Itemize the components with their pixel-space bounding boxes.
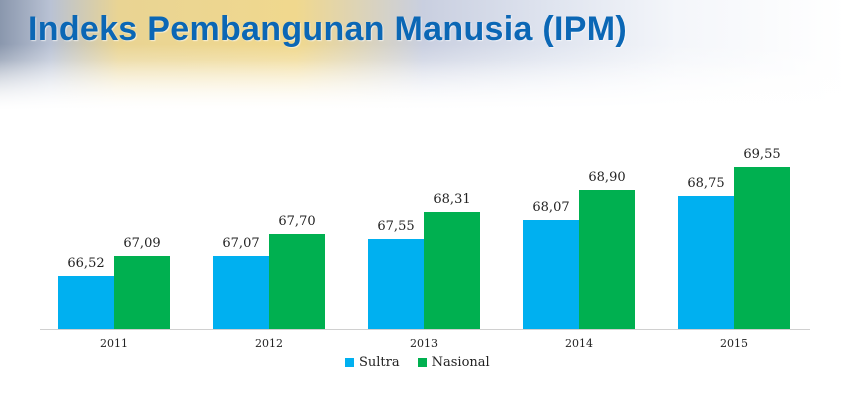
bar-nasional-2013	[424, 212, 480, 329]
legend-item-sultra: Sultra	[345, 355, 400, 370]
x-axis-line	[40, 329, 810, 330]
bar-sultra-2015	[678, 196, 734, 329]
bar-nasional-2011	[114, 256, 170, 329]
chart-legend: Sultra Nasional	[345, 355, 508, 370]
data-label: 69,55	[743, 147, 781, 162]
data-label: 68,75	[687, 176, 725, 191]
x-tick-label: 2015	[720, 337, 748, 350]
x-tick-label: 2012	[255, 337, 283, 350]
data-label: 68,07	[532, 200, 570, 215]
bar-nasional-2014	[579, 190, 635, 329]
legend-item-nasional: Nasional	[417, 355, 490, 370]
x-tick-label: 2013	[410, 337, 438, 350]
legend-swatch-sultra	[345, 358, 354, 367]
bar-nasional-2015	[734, 167, 790, 329]
data-label: 68,90	[588, 170, 626, 185]
page-title: Indeks Pembangunan Manusia (IPM)	[28, 10, 628, 48]
data-label: 67,07	[222, 236, 260, 251]
x-tick-label: 2014	[565, 337, 593, 350]
data-label: 67,70	[278, 214, 316, 229]
data-label: 68,31	[433, 192, 471, 207]
bar-sultra-2012	[213, 256, 269, 329]
data-label: 67,09	[123, 236, 161, 251]
legend-label-nasional: Nasional	[431, 355, 490, 370]
x-tick-label: 2011	[100, 337, 128, 350]
bar-nasional-2012	[269, 234, 325, 329]
bar-sultra-2013	[368, 239, 424, 329]
legend-swatch-nasional	[417, 358, 427, 367]
data-label: 66,52	[67, 256, 105, 271]
legend-label-sultra: Sultra	[359, 355, 400, 370]
data-label: 67,55	[377, 219, 415, 234]
bar-sultra-2014	[523, 220, 579, 329]
bar-sultra-2011	[58, 276, 114, 329]
banner-fade	[0, 60, 846, 120]
